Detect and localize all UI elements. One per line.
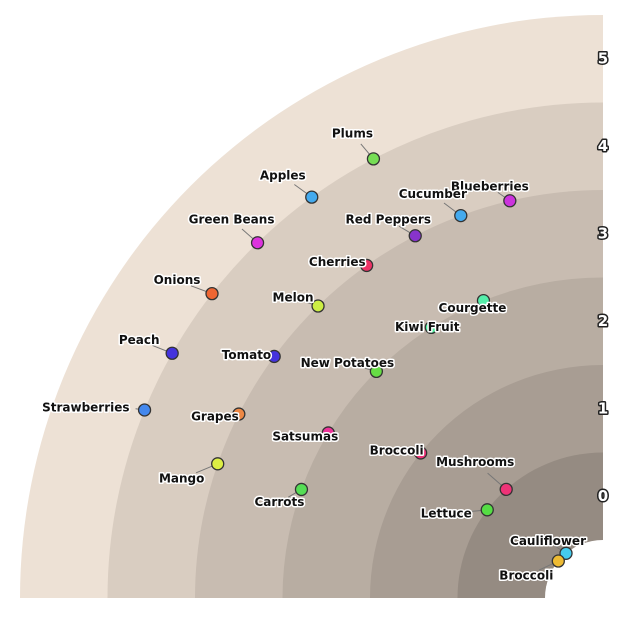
y-tick-label: 0 <box>598 487 608 505</box>
point <box>424 320 438 335</box>
point <box>360 258 374 273</box>
point-label: Cauliflower <box>510 534 586 548</box>
point <box>205 286 219 301</box>
point <box>294 482 309 497</box>
point-label: Green Beans <box>189 212 275 226</box>
point <box>250 236 265 250</box>
point-label: Peach <box>119 333 160 347</box>
point <box>408 229 422 243</box>
y-tick-label: 5 <box>598 49 608 67</box>
point <box>232 407 246 421</box>
point-label: Lettuce <box>421 506 472 520</box>
point <box>499 482 513 497</box>
point <box>454 208 468 223</box>
point-label: New Potatoes <box>301 356 395 370</box>
y-tick-label: 3 <box>598 224 608 242</box>
point-label: Blueberries <box>451 179 529 193</box>
point-label: Courgette <box>439 301 507 315</box>
point <box>369 364 384 379</box>
point-label: Broccoli <box>370 443 424 457</box>
y-tick-label: 4 <box>598 137 608 155</box>
point-label: Kiwi Fruit <box>395 320 460 334</box>
point <box>267 349 281 364</box>
point <box>551 554 565 568</box>
point <box>480 503 494 517</box>
point <box>211 457 225 471</box>
point-label: Mushrooms <box>436 455 514 469</box>
point-label: Grapes <box>191 410 239 424</box>
point <box>559 546 573 560</box>
point <box>366 152 381 166</box>
point-label: Strawberries <box>42 400 129 414</box>
point-label: Broccoli <box>499 569 553 583</box>
point <box>305 190 319 204</box>
y-tick-label: 1 <box>598 399 608 417</box>
point-label: Cherries <box>309 255 366 269</box>
point <box>165 346 179 360</box>
point <box>414 446 428 460</box>
point-label: Red Peppers <box>346 212 431 226</box>
point-label: Satsumas <box>272 429 338 443</box>
point <box>503 194 517 208</box>
point-label: Mango <box>159 471 204 485</box>
point-label: Tomato <box>222 348 271 362</box>
point <box>311 299 325 313</box>
point <box>137 403 152 417</box>
point-label: Onions <box>154 273 201 287</box>
y-tick-label: 2 <box>598 312 608 330</box>
point <box>321 426 335 440</box>
point <box>476 293 491 308</box>
point-label: Apples <box>260 169 306 183</box>
point-label: Cucumber <box>399 187 467 201</box>
point-label: Carrots <box>255 495 305 509</box>
center-cutout <box>545 540 603 598</box>
point-label: Plums <box>332 126 373 140</box>
point-label: Melon <box>273 290 314 304</box>
